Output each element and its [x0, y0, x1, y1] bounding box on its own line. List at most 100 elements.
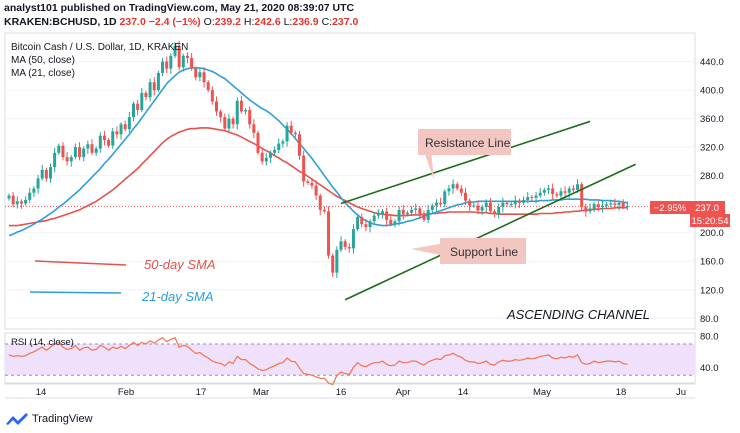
candle-body: [65, 157, 69, 162]
candle-body: [198, 72, 202, 78]
ma50-legend: MA (50, close): [11, 55, 75, 66]
high-value: 242.6: [254, 16, 281, 28]
chart-title: Bitcoin Cash / U.S. Dollar, 1D, KRAKEN: [11, 42, 188, 53]
candle-body: [576, 184, 580, 190]
candle: [501, 197, 505, 213]
candle: [488, 197, 492, 214]
channel-annotation: ASCENDING CHANNEL: [506, 307, 650, 322]
sma21-key-line: [29, 291, 122, 294]
open-label: O:: [203, 16, 215, 28]
candle-body: [94, 148, 98, 153]
resistance-label: Resistance Line: [425, 136, 511, 150]
candle: [73, 143, 77, 160]
candle: [551, 183, 555, 200]
candles: [7, 40, 629, 279]
candle: [256, 130, 260, 155]
candle-body: [24, 199, 28, 204]
candle: [119, 122, 123, 140]
candle: [57, 143, 61, 155]
candle-body: [127, 117, 131, 130]
candle: [472, 202, 476, 208]
candle-body: [293, 132, 297, 135]
candle-body: [480, 207, 484, 211]
footer-brand[interactable]: TradingView: [6, 413, 93, 425]
candle-body: [322, 209, 326, 212]
price-tick-label: 200.0: [700, 228, 724, 239]
candle-body: [592, 204, 596, 209]
candle-body: [464, 192, 467, 201]
candle-body: [621, 202, 625, 208]
candle: [293, 130, 297, 138]
ma50-line: [9, 127, 628, 227]
candle-body: [244, 110, 248, 112]
candle: [140, 87, 144, 113]
candle-body: [69, 157, 73, 162]
candle-body: [559, 191, 563, 196]
candle-body: [82, 148, 86, 158]
candle: [360, 213, 364, 228]
candle: [389, 214, 393, 227]
candle-body: [418, 208, 422, 215]
sma50-annotation: 50-day SMA: [144, 257, 216, 272]
candle-body: [567, 188, 571, 193]
candle: [144, 90, 148, 101]
candle: [115, 126, 119, 139]
candle-body: [547, 188, 550, 190]
candle: [335, 246, 339, 279]
candle: [434, 199, 438, 211]
candle: [40, 164, 44, 181]
candle-body: [40, 169, 44, 179]
candle-body: [596, 204, 600, 208]
candle: [285, 122, 289, 147]
sma50-key-line: [34, 260, 127, 266]
candle-body: [451, 184, 455, 189]
candle-body: [439, 202, 443, 205]
candle: [559, 187, 563, 199]
candle: [401, 204, 405, 220]
price-chart[interactable]: 80.0120.0160.0200.0240.0280.0320.0360.04…: [0, 0, 740, 413]
candle-body: [136, 103, 140, 111]
candle: [580, 182, 584, 212]
price-tag-text: 237.0: [695, 203, 719, 214]
candle-body: [447, 188, 451, 192]
candle-body: [493, 211, 497, 215]
candle-body: [501, 202, 505, 208]
candle: [613, 198, 617, 210]
candle: [439, 197, 443, 207]
candle: [567, 186, 571, 199]
candle-body: [314, 185, 318, 196]
candle-body: [32, 188, 36, 193]
candle-body: [119, 124, 123, 135]
price-pane: [5, 61, 695, 319]
time-tick-label: Feb: [118, 387, 134, 398]
candle: [426, 204, 430, 224]
candle: [185, 52, 189, 64]
candle: [82, 146, 86, 162]
candle-body: [351, 229, 355, 249]
candle-body: [61, 145, 65, 158]
candle: [215, 96, 218, 116]
candle: [86, 140, 90, 154]
ma50-series: [9, 127, 628, 227]
high-label: H:: [243, 16, 255, 28]
candle-body: [285, 125, 289, 142]
close-label: C:: [321, 16, 333, 28]
time-tick-label: 14: [458, 387, 469, 398]
candle-body: [256, 132, 260, 153]
candle: [248, 106, 252, 129]
candle: [505, 200, 509, 207]
symbol-label: KRAKEN:BCHUSD, 1D: [4, 16, 117, 28]
candle-body: [161, 61, 165, 73]
candle: [443, 189, 447, 208]
time-tick-label: Apr: [396, 387, 411, 398]
candle: [156, 70, 160, 93]
candle-body: [517, 200, 521, 203]
candle: [65, 152, 69, 166]
candle-body: [455, 184, 459, 189]
candle-body: [7, 195, 11, 199]
candle: [281, 139, 285, 148]
candle: [107, 137, 111, 148]
candle-body: [584, 207, 588, 212]
candle-body: [360, 217, 364, 225]
candle-body: [422, 214, 426, 220]
